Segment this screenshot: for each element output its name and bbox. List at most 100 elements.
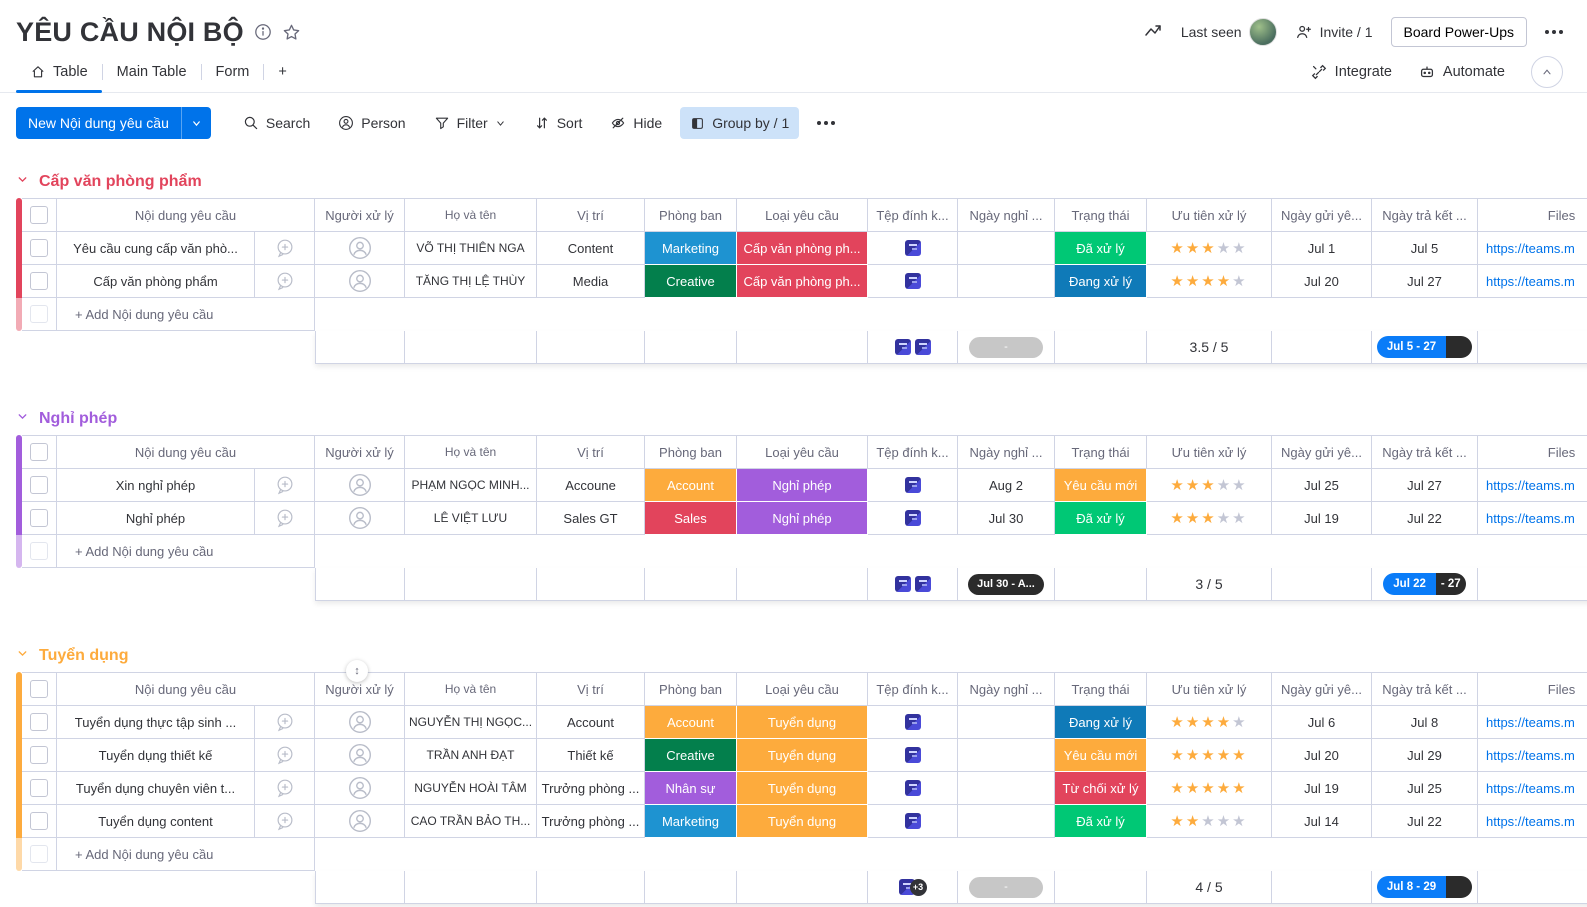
cell-ngaytra[interactable]: Jul 8 [1372, 706, 1478, 739]
cell-hoten[interactable]: LÊ VIỆT LƯU [405, 502, 537, 535]
new-item-button[interactable]: New Nội dung yêu cầu [16, 107, 211, 139]
cell-nguoi[interactable] [315, 232, 405, 265]
star-icon[interactable]: ★ [1201, 273, 1217, 290]
column-header[interactable]: Họ và tên [405, 435, 537, 469]
star-icon[interactable]: ★ [1185, 747, 1202, 764]
item-chat-cell[interactable] [255, 739, 315, 772]
column-header[interactable]: Ngày nghỉ ... [958, 435, 1055, 469]
cell-vitri[interactable]: Media [537, 265, 645, 298]
search-button[interactable]: Search [233, 107, 320, 139]
row-checkbox[interactable] [30, 746, 48, 764]
group-title[interactable]: Cấp văn phòng phẩm [39, 173, 202, 190]
column-header[interactable]: Ngày trả kết ... [1372, 672, 1478, 706]
cell-nguoi[interactable] [315, 502, 405, 535]
file-link[interactable]: https://teams.m [1486, 747, 1575, 763]
cell-ngaynghi[interactable] [958, 265, 1055, 298]
row-select-cell[interactable] [22, 232, 57, 265]
collapse-header-button[interactable] [1531, 56, 1563, 88]
add-item-row[interactable]: + Add Nội dung yêu cầu [22, 298, 1587, 331]
cell-nguoi[interactable] [315, 706, 405, 739]
cell-ngaytra[interactable]: Jul 27 [1372, 469, 1478, 502]
column-header[interactable]: Loại yêu cầu [737, 435, 868, 469]
file-link[interactable]: https://teams.m [1486, 510, 1575, 526]
column-header[interactable]: Người xử lý [315, 198, 405, 232]
cell-tep[interactable] [868, 265, 958, 298]
column-header[interactable]: Files [1478, 435, 1587, 469]
cell-loai[interactable]: Cấp văn phòng ph... [737, 232, 868, 265]
person-avatar-icon[interactable] [347, 775, 373, 801]
item-chat-cell[interactable] [255, 706, 315, 739]
more-options-icon[interactable] [1545, 30, 1563, 34]
tab-main-table[interactable]: Main Table [116, 64, 187, 80]
add-item-row[interactable]: + Add Nội dung yêu cầu [22, 838, 1587, 871]
add-update-icon[interactable] [274, 711, 296, 733]
column-header[interactable]: Files [1478, 672, 1587, 706]
cell-rating[interactable]: ★ ★ ★ ★ ★ [1147, 469, 1272, 502]
cell-ngaygui[interactable]: Jul 19 [1272, 772, 1372, 805]
star-icon[interactable]: ★ [1232, 273, 1248, 290]
star-icon[interactable]: ★ [1170, 477, 1186, 494]
star-icon[interactable]: ★ [1170, 714, 1186, 731]
cell-rating[interactable]: ★ ★ ★ ★ ★ [1147, 706, 1272, 739]
file-icon[interactable] [904, 747, 921, 763]
column-header[interactable]: Loại yêu cầu [737, 198, 868, 232]
column-header[interactable]: Họ và tên [405, 198, 537, 232]
group-title[interactable]: Nghỉ phép [39, 410, 118, 427]
cell-tep[interactable] [868, 502, 958, 535]
file-icon[interactable] [904, 273, 921, 289]
file-icon[interactable] [904, 780, 921, 796]
item-chat-cell[interactable] [255, 232, 315, 265]
cell-tep[interactable] [868, 469, 958, 502]
group-title[interactable]: Tuyển dụng [39, 647, 129, 664]
star-icon[interactable]: ★ [1201, 780, 1217, 797]
item-name-cell[interactable]: Tuyển dụng thiết kế [57, 739, 255, 772]
cell-loai[interactable]: Nghỉ phép [737, 502, 868, 535]
column-header[interactable]: Phòng ban [645, 435, 737, 469]
filter-button[interactable]: Filter [424, 107, 516, 139]
star-icon[interactable]: ★ [1185, 780, 1202, 797]
file-icon[interactable] [904, 714, 921, 730]
integrate-button[interactable]: Integrate [1310, 63, 1392, 81]
cell-loai[interactable]: Tuyển dụng [737, 772, 868, 805]
add-update-icon[interactable] [274, 474, 296, 496]
star-icon[interactable]: ★ [1201, 714, 1217, 731]
select-all-checkbox[interactable] [30, 206, 48, 224]
cell-phongban[interactable]: Creative [645, 265, 737, 298]
file-icon[interactable] [914, 339, 931, 355]
star-icon[interactable]: ★ [1216, 510, 1233, 527]
row-checkbox[interactable] [30, 713, 48, 731]
star-icon[interactable]: ★ [1216, 273, 1233, 290]
select-all-checkbox[interactable] [30, 443, 48, 461]
person-avatar-icon[interactable] [347, 235, 373, 261]
cell-ngaygui[interactable]: Jul 20 [1272, 265, 1372, 298]
cell-ngaygui[interactable]: Jul 25 [1272, 469, 1372, 502]
column-header[interactable]: Người xử lý [315, 435, 405, 469]
cell-rating[interactable]: ★ ★ ★ ★ ★ [1147, 739, 1272, 772]
cell-phongban[interactable]: Nhân sự [645, 772, 737, 805]
select-all-cell[interactable] [22, 435, 57, 469]
cell-vitri[interactable]: Sales GT [537, 502, 645, 535]
column-header[interactable]: Vị trí [537, 435, 645, 469]
cell-hoten[interactable]: TĂNG THỊ LỆ THÙY [405, 265, 537, 298]
file-icon[interactable] [904, 240, 921, 256]
column-resize-handle[interactable]: ↕ [346, 660, 368, 682]
toolbar-more-icon[interactable] [807, 107, 845, 139]
cell-hoten[interactable]: CAO TRẦN BẢO TH... [405, 805, 537, 838]
item-name-cell[interactable]: Tuyển dụng thực tập sinh ... [57, 706, 255, 739]
file-link[interactable]: https://teams.m [1486, 477, 1575, 493]
cell-files[interactable]: https://teams.m [1478, 706, 1587, 739]
cell-rating[interactable]: ★ ★ ★ ★ ★ [1147, 232, 1272, 265]
cell-vitri[interactable]: Thiết kế [537, 739, 645, 772]
person-avatar-icon[interactable] [347, 709, 373, 735]
add-item-label[interactable]: + Add Nội dung yêu cầu [57, 298, 315, 331]
item-name-cell[interactable]: Xin nghỉ phép [57, 469, 255, 502]
column-header-name[interactable]: Nội dung yêu cầu [57, 435, 315, 469]
cell-trangthai[interactable]: Yêu cầu mới [1055, 469, 1147, 502]
cell-rating[interactable]: ★ ★ ★ ★ ★ [1147, 265, 1272, 298]
column-header[interactable]: Ngày nghỉ ... [958, 672, 1055, 706]
cell-rating[interactable]: ★ ★ ★ ★ ★ [1147, 502, 1272, 535]
cell-files[interactable]: https://teams.m [1478, 502, 1587, 535]
tab-table[interactable]: Table [16, 52, 102, 93]
person-avatar-icon[interactable] [347, 742, 373, 768]
cell-trangthai[interactable]: Đang xử lý [1055, 265, 1147, 298]
